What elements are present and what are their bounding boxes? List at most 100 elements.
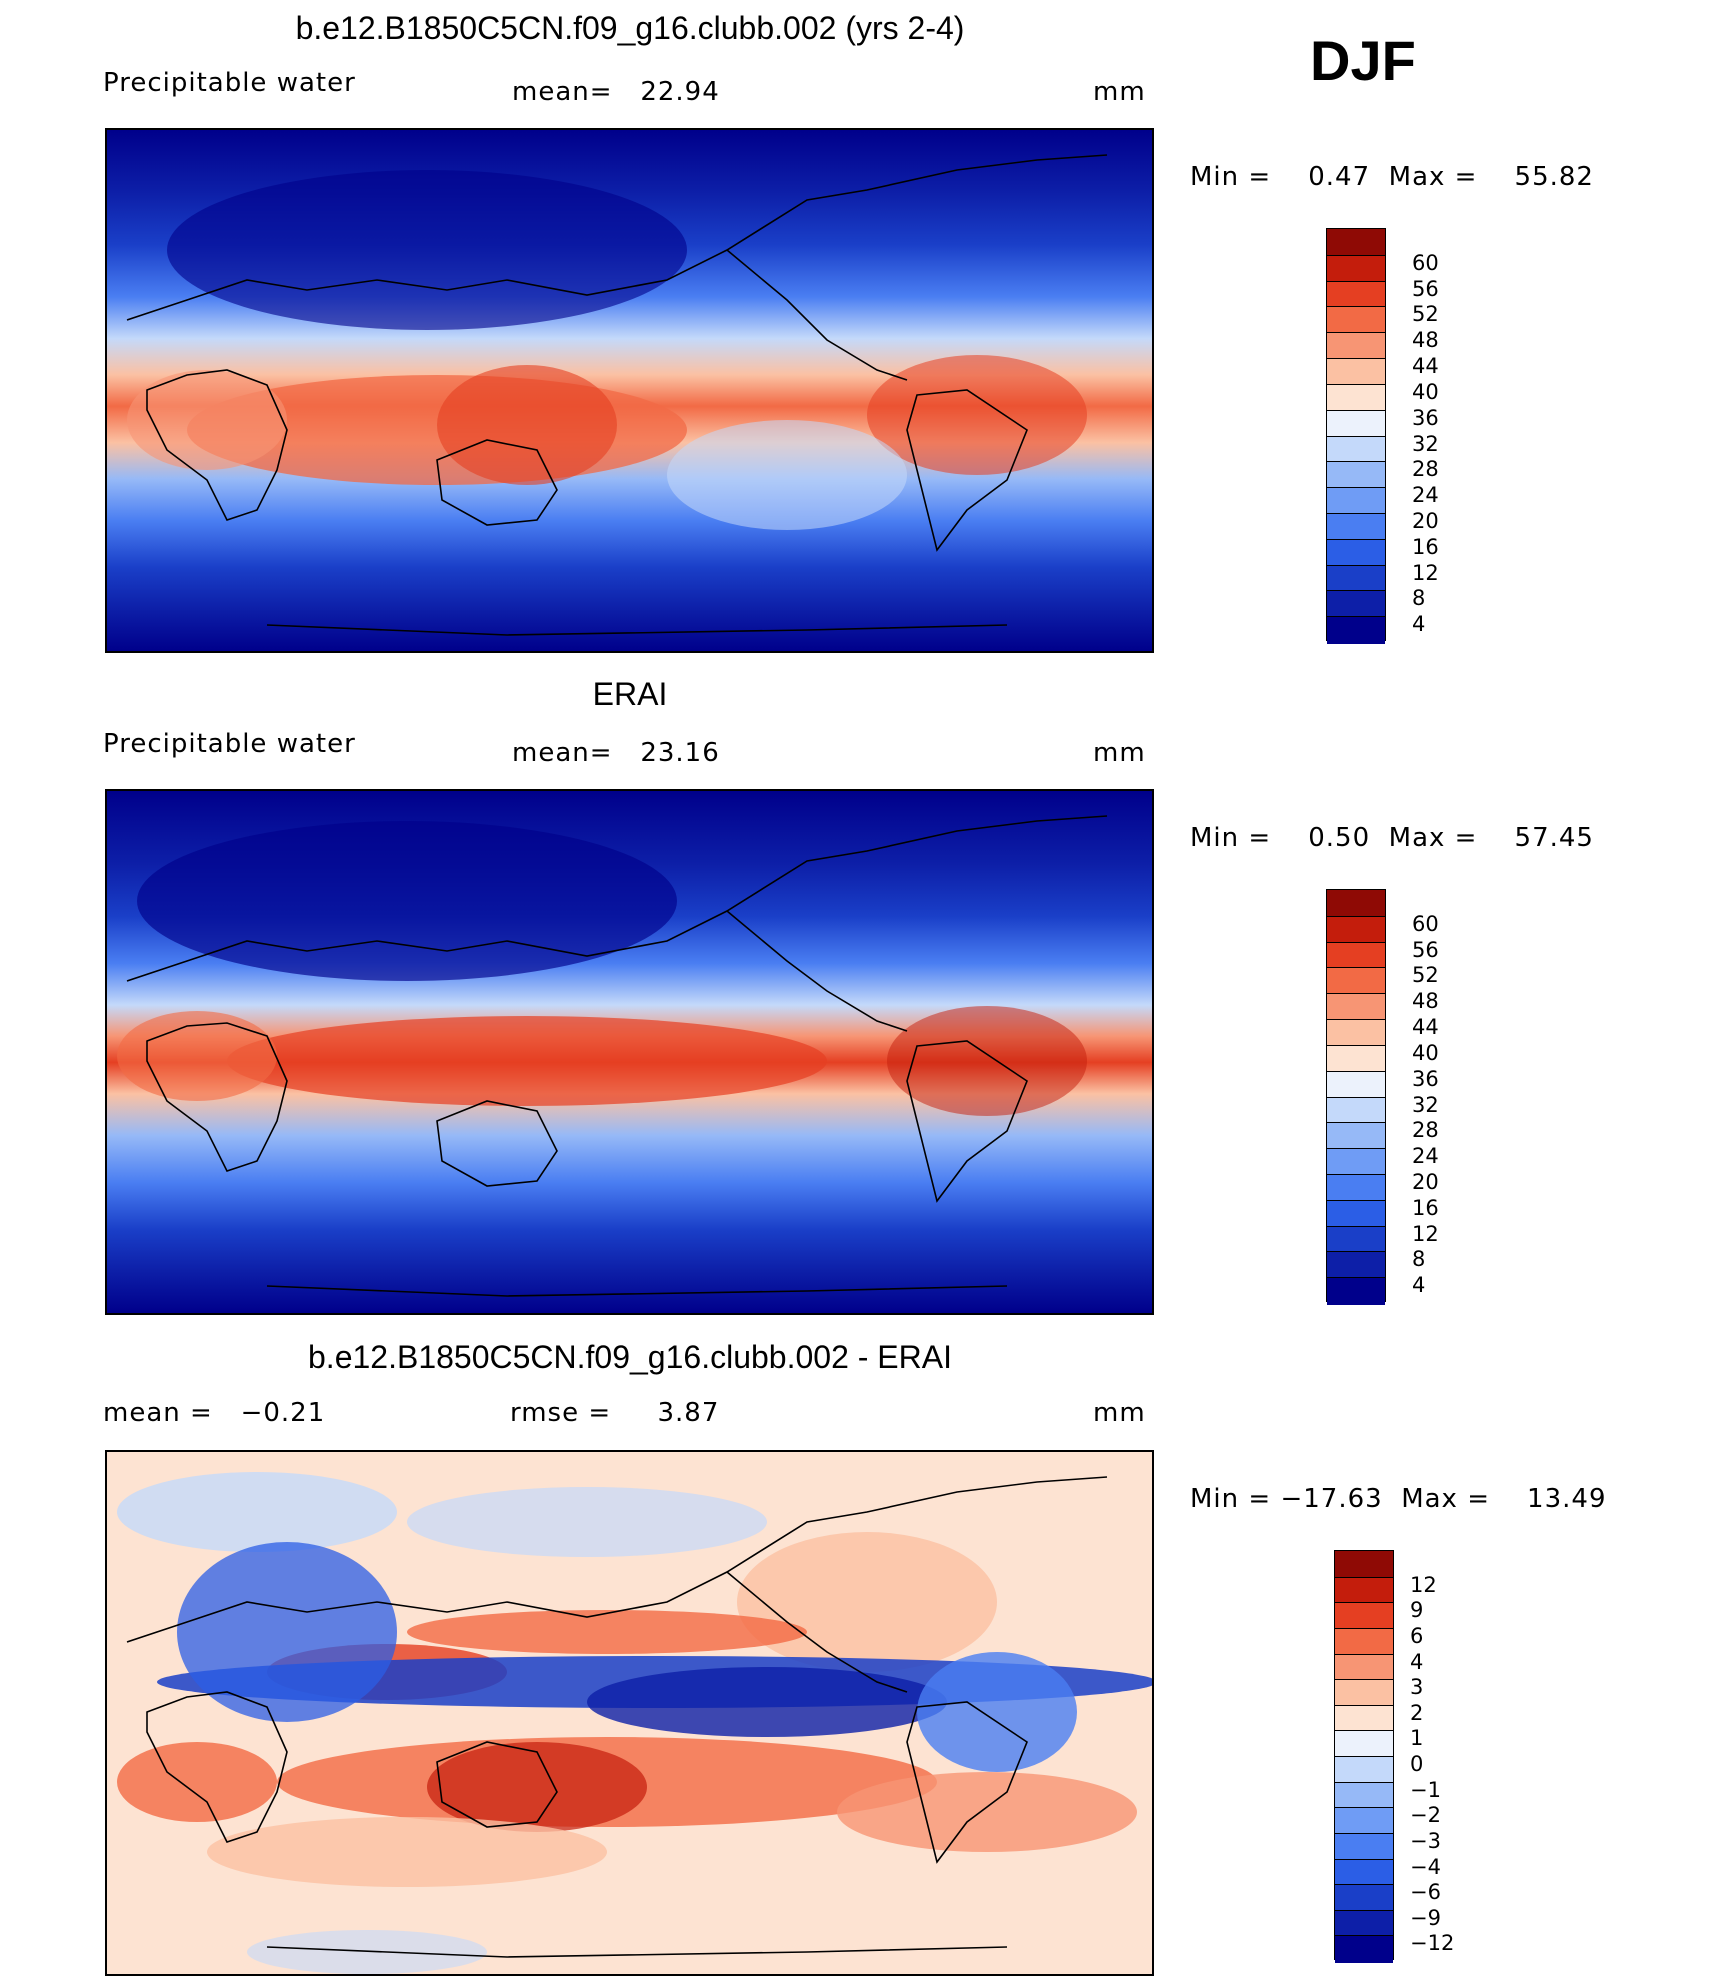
colorbar-segment — [1335, 1935, 1393, 1963]
colorbar-tick-label: 8 — [1412, 586, 1426, 611]
colorbar-segment — [1335, 1781, 1393, 1809]
colorbar-tick-label: 40 — [1412, 379, 1439, 404]
colorbar-segment — [1327, 280, 1385, 308]
colorbar-tick-label: −4 — [1410, 1854, 1441, 1879]
colorbar-segment — [1327, 941, 1385, 969]
colorbar-segment — [1327, 564, 1385, 592]
colorbar-segment — [1327, 435, 1385, 463]
colorbar-segment — [1335, 1602, 1393, 1630]
panel1-map-svg — [107, 130, 1152, 651]
panel2-variable-label: Precipitable water — [103, 729, 356, 759]
colorbar-tick-label: 48 — [1412, 328, 1439, 353]
colorbar-tick-label: 4 — [1412, 612, 1426, 637]
panel3-rmse: rmse = 3.87 — [510, 1398, 720, 1428]
colorbar-segment — [1335, 1807, 1393, 1835]
colorbar-segment — [1335, 1884, 1393, 1912]
colorbar-tick-label: 60 — [1412, 911, 1439, 936]
panel3-units: mm — [1093, 1398, 1146, 1428]
colorbar-segment — [1327, 409, 1385, 437]
colorbar-segment — [1327, 1251, 1385, 1279]
colorbar-segment — [1335, 1679, 1393, 1707]
season-label: DJF — [1310, 29, 1416, 92]
panel1-coastlines — [126, 154, 1108, 636]
colorbar-segment — [1327, 1096, 1385, 1124]
colorbar-segment — [1327, 332, 1385, 360]
colorbar-segment — [1335, 1704, 1393, 1732]
colorbar-tick-label: 1 — [1410, 1726, 1424, 1751]
colorbar-segment — [1327, 1199, 1385, 1228]
colorbar-segment — [1327, 487, 1385, 515]
panel2-units: mm — [1093, 738, 1146, 768]
panel1-colorbar — [1326, 228, 1386, 644]
panel2-map-svg — [107, 791, 1152, 1313]
colorbar-segment — [1335, 1551, 1393, 1578]
panel3-colorbar — [1334, 1550, 1394, 1963]
colorbar-tick-label: −1 — [1410, 1777, 1441, 1802]
colorbar-tick-label: 20 — [1412, 508, 1439, 533]
panel2-mean: mean= 23.16 — [512, 738, 720, 768]
colorbar-segment — [1327, 1070, 1385, 1098]
panel2-minmax: Min = 0.50 Max = 57.45 — [1190, 823, 1594, 853]
colorbar-tick-label: 56 — [1412, 276, 1439, 301]
colorbar-tick-label: 52 — [1412, 963, 1439, 988]
panel2-title: ERAI — [592, 676, 668, 712]
colorbar-tick-label: 36 — [1412, 1066, 1439, 1091]
colorbar-segment — [1335, 1858, 1393, 1886]
colorbar-tick-label: 52 — [1412, 302, 1439, 327]
colorbar-segment — [1327, 1148, 1385, 1176]
panel1-minmax: Min = 0.47 Max = 55.82 — [1190, 162, 1594, 192]
colorbar-tick-label: 6 — [1410, 1623, 1424, 1648]
colorbar-tick-label: 40 — [1412, 1040, 1439, 1065]
panel2-colorbar — [1326, 889, 1386, 1305]
colorbar-tick-label: 32 — [1412, 1092, 1439, 1117]
panel1-map — [105, 128, 1154, 653]
panel3-mean: mean = −0.21 — [103, 1398, 326, 1428]
panel1-mean: mean= 22.94 — [512, 77, 720, 107]
colorbar-segment — [1327, 1225, 1385, 1253]
colorbar-tick-label: 12 — [1410, 1572, 1437, 1597]
panel1-units: mm — [1093, 77, 1146, 107]
colorbar-tick-label: −12 — [1410, 1931, 1455, 1956]
colorbar-segment — [1327, 915, 1385, 944]
colorbar-segment — [1327, 890, 1385, 917]
colorbar-segment — [1335, 1832, 1393, 1860]
panel2-coastlines — [126, 815, 1108, 1297]
colorbar-tick-label: 3 — [1410, 1675, 1424, 1700]
colorbar-tick-label: 36 — [1412, 405, 1439, 430]
colorbar-tick-label: 16 — [1412, 1195, 1439, 1220]
colorbar-tick-label: 12 — [1412, 560, 1439, 585]
colorbar-segment — [1335, 1627, 1393, 1655]
colorbar-segment — [1327, 1019, 1385, 1047]
colorbar-segment — [1327, 1044, 1385, 1073]
colorbar-tick-label: 16 — [1412, 534, 1439, 559]
colorbar-segment — [1327, 512, 1385, 541]
colorbar-tick-label: 20 — [1412, 1169, 1439, 1194]
colorbar-tick-label: 4 — [1410, 1649, 1424, 1674]
colorbar-segment — [1327, 383, 1385, 412]
colorbar-tick-label: 48 — [1412, 989, 1439, 1014]
colorbar-segment — [1335, 1730, 1393, 1758]
colorbar-tick-label: 12 — [1412, 1221, 1439, 1246]
colorbar-segment — [1327, 538, 1385, 567]
colorbar-segment — [1327, 1277, 1385, 1305]
colorbar-segment — [1327, 967, 1385, 995]
colorbar-segment — [1327, 590, 1385, 618]
colorbar-tick-label: 4 — [1412, 1273, 1426, 1298]
colorbar-segment — [1327, 461, 1385, 489]
colorbar-tick-label: −3 — [1410, 1828, 1441, 1853]
colorbar-tick-label: 24 — [1412, 483, 1439, 508]
panel3-coastlines — [126, 1476, 1108, 1958]
colorbar-tick-label: 32 — [1412, 431, 1439, 456]
colorbar-tick-label: 44 — [1412, 354, 1439, 379]
colorbar-segment — [1327, 229, 1385, 256]
colorbar-segment — [1335, 1909, 1393, 1937]
colorbar-tick-label: −6 — [1410, 1880, 1441, 1905]
colorbar-tick-label: 8 — [1412, 1247, 1426, 1272]
panel3-minmax: Min = −17.63 Max = 13.49 — [1190, 1484, 1607, 1514]
colorbar-segment — [1335, 1576, 1393, 1604]
colorbar-tick-label: 28 — [1412, 457, 1439, 482]
colorbar-tick-label: −2 — [1410, 1803, 1441, 1828]
colorbar-segment — [1327, 993, 1385, 1021]
colorbar-tick-label: 0 — [1410, 1752, 1424, 1776]
colorbar-segment — [1327, 306, 1385, 334]
